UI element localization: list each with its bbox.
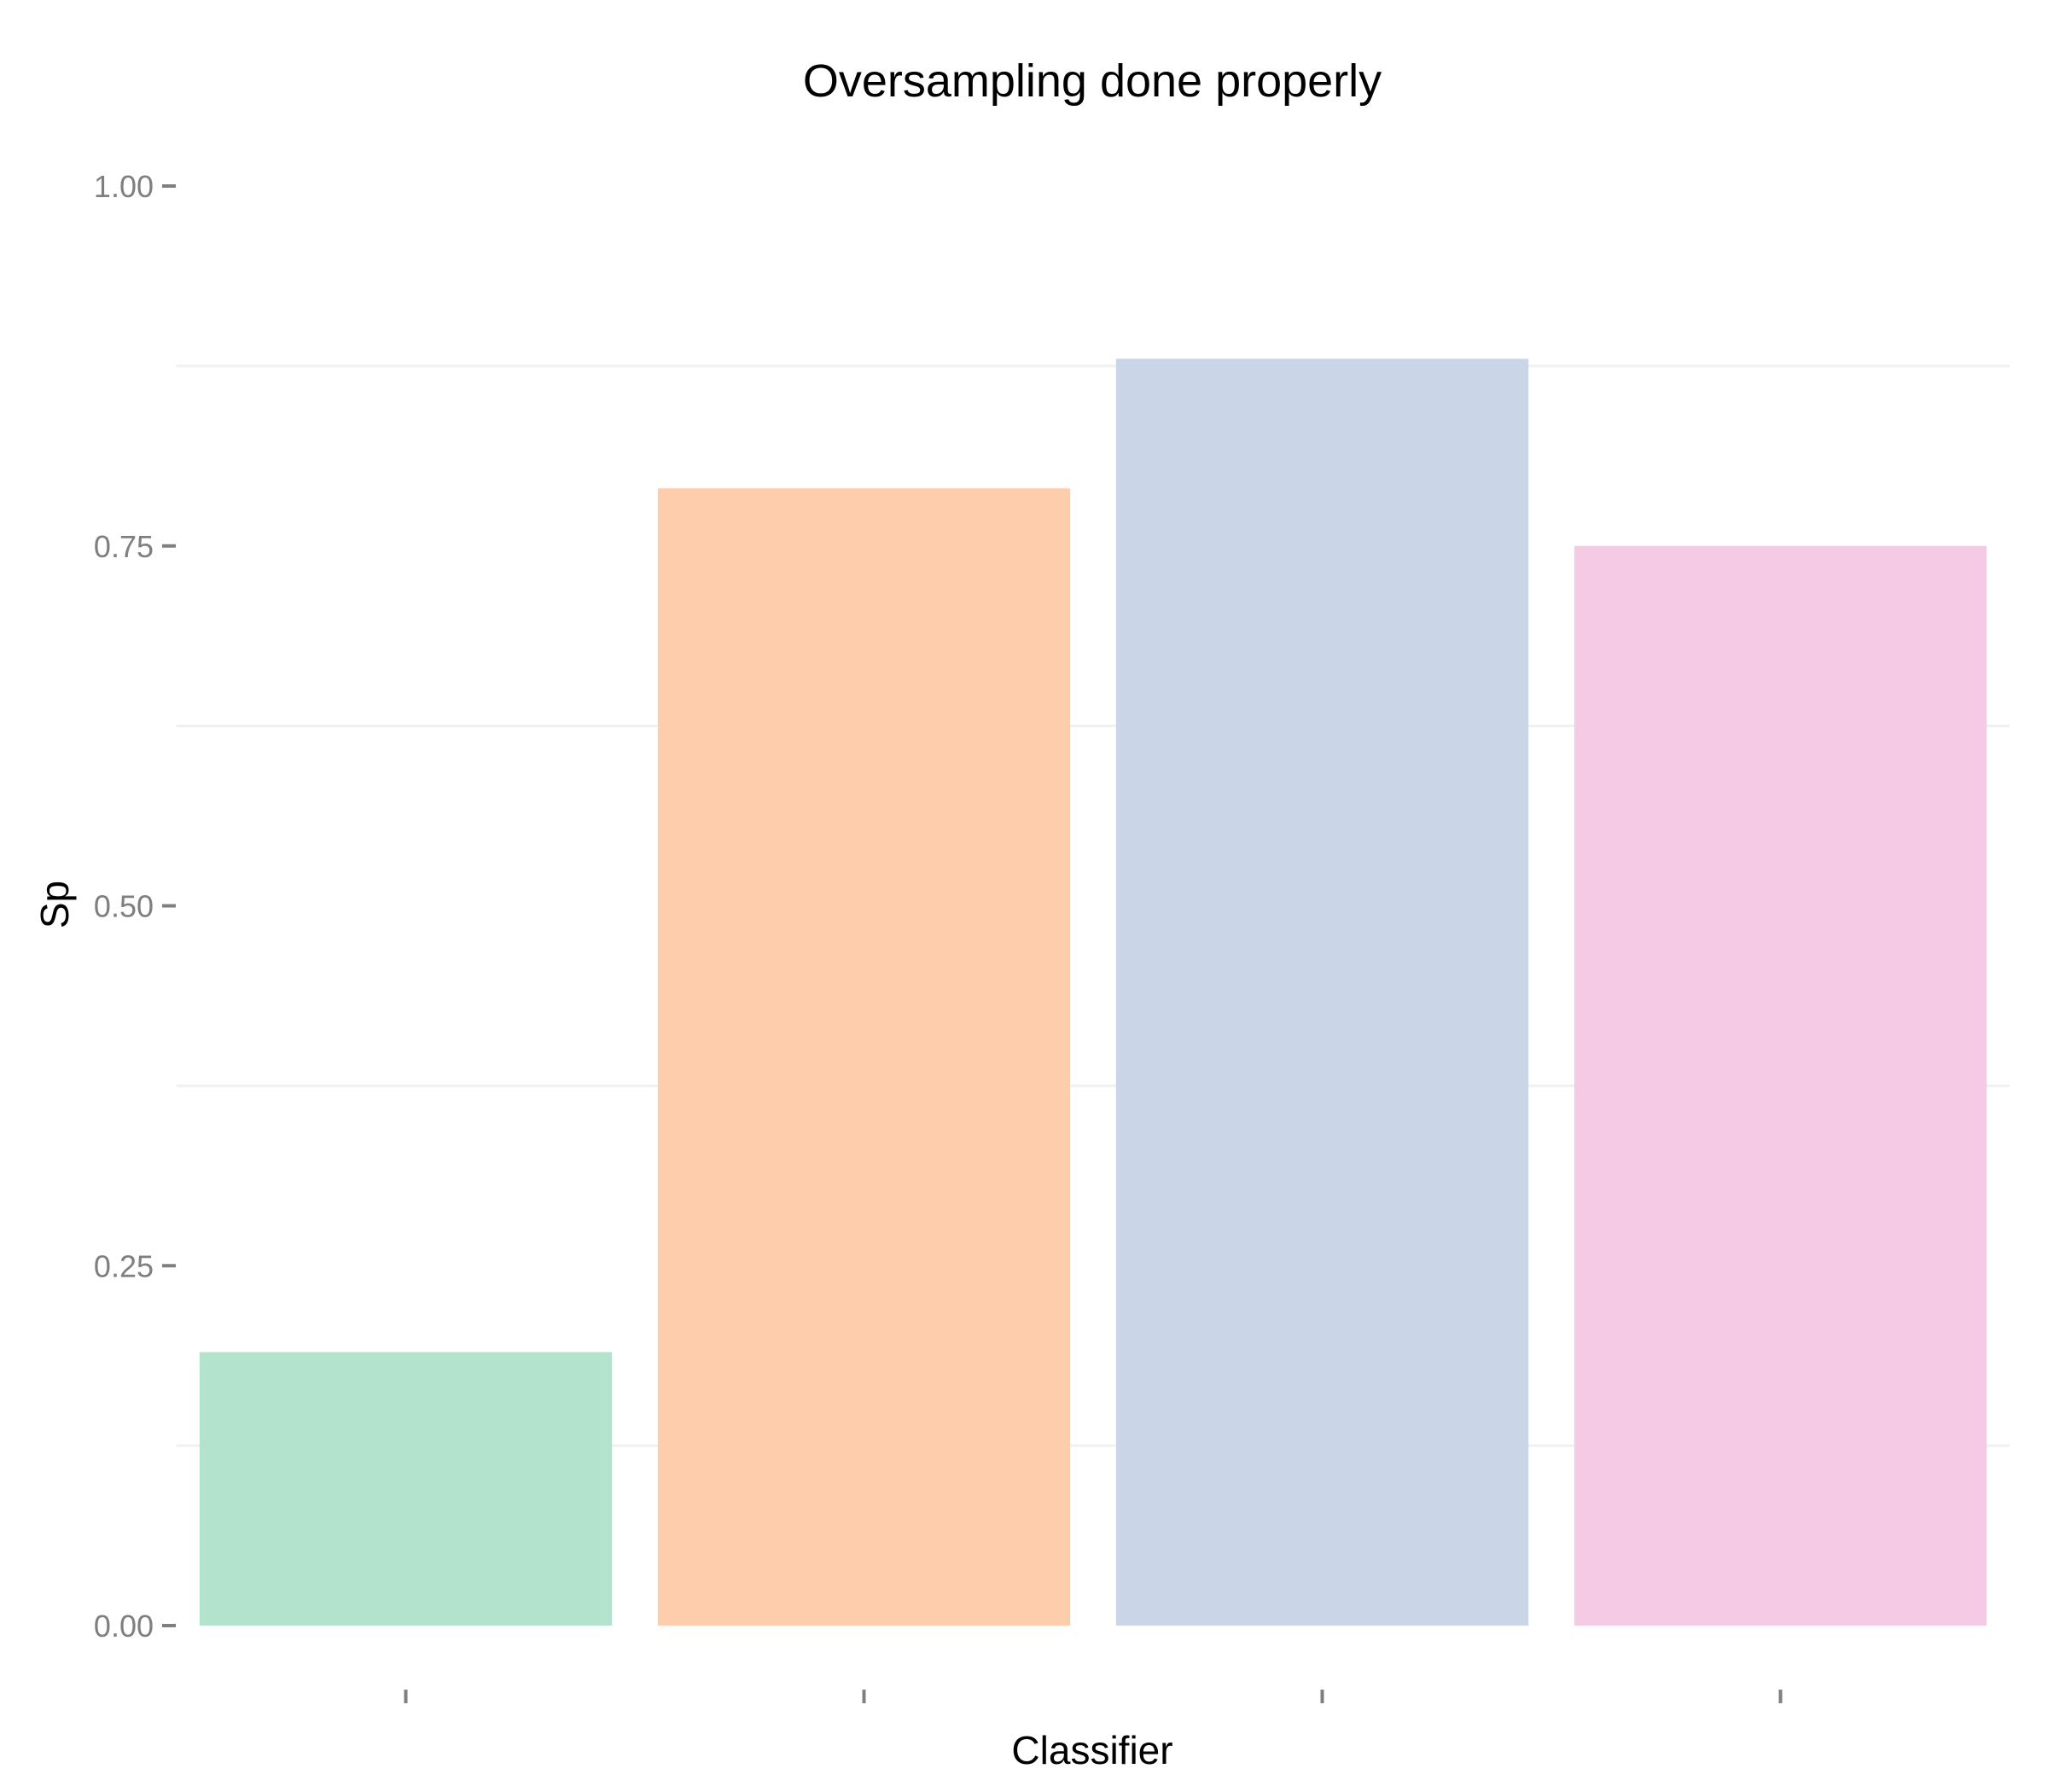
bar — [657, 488, 1071, 1626]
y-tick-label: 0.75 — [94, 529, 154, 564]
bar — [1574, 545, 1987, 1626]
bar — [1115, 358, 1529, 1626]
y-axis-label: Sp — [32, 881, 77, 928]
y-tick-label: 0.25 — [94, 1248, 154, 1283]
y-tick-label: 0.50 — [94, 889, 154, 924]
y-tick-label: 1.00 — [94, 169, 154, 204]
y-axis: 0.00 0.25 0.50 0.75 1.00 — [94, 169, 176, 1644]
y-tick-label: 0.00 — [94, 1609, 154, 1644]
x-axis-label: Classifier — [1011, 1728, 1172, 1772]
bars — [199, 358, 1987, 1626]
chart-title: Oversampling done properly — [803, 55, 1382, 107]
x-axis — [404, 1690, 1783, 1703]
bar — [199, 1352, 613, 1626]
